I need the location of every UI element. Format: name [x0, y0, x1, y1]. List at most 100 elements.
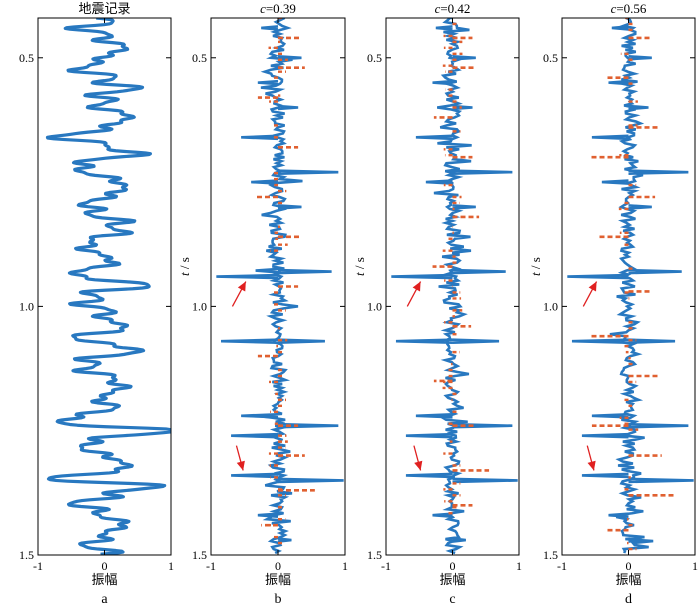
panel-letter: d [625, 592, 632, 607]
reflectivity-spike [591, 134, 629, 141]
x-tick-label: 1 [342, 559, 348, 573]
reflectivity-spike [571, 338, 629, 344]
y-tick-label: 1.5 [543, 548, 558, 562]
reflectivity-spike [277, 169, 339, 175]
arrow-head-icon [412, 281, 421, 292]
reflectivity-spike [452, 104, 473, 111]
reflectivity-spike [216, 273, 279, 280]
plot-area [567, 18, 694, 554]
reflectivity-spike [608, 512, 629, 519]
panel-letter: c [449, 592, 455, 607]
panel-title: c=0.42 [435, 1, 471, 16]
reflectivity-spike [601, 179, 629, 185]
y-tick-label: 1.0 [367, 299, 382, 313]
y-tick-label: 1.0 [543, 299, 558, 313]
x-axis-label: 振幅 [439, 572, 465, 587]
reflectivity-spike [257, 79, 279, 86]
reflectivity-spike [452, 169, 513, 175]
reflectivity-spike [432, 512, 453, 519]
x-tick-label: 1 [168, 559, 174, 573]
x-tick-label: 0 [275, 559, 281, 573]
reflectivity-spike [581, 432, 629, 439]
y-axis-label: t / s [528, 257, 543, 276]
y-axis-label: t / s [177, 257, 192, 276]
arrow-head-icon [237, 281, 246, 292]
reflectivity-spike [628, 422, 689, 429]
reflectivity-spike [628, 169, 689, 175]
reflectivity-spike [405, 472, 453, 479]
arrow-head-icon [236, 460, 245, 471]
reflectivity-spike [251, 179, 279, 185]
reflectivity-spike [452, 537, 466, 543]
reflectivity-spike [611, 25, 629, 31]
reflectivity-spike [231, 472, 279, 479]
x-tick-label: 0 [102, 559, 108, 573]
plot-area [45, 18, 171, 555]
panel-d: -1 0 1 0.5 1.0 1.5 c=0.56 t / s 振幅 d [528, 1, 698, 607]
reflectivity-spike [277, 204, 302, 210]
x-tick-label: 1 [516, 559, 522, 573]
x-tick-label: -1 [33, 559, 43, 573]
reflectivity-spike [628, 204, 652, 210]
reflectivity-spike [261, 25, 279, 31]
reflectivity-spike [435, 25, 453, 31]
reflectivity-spike [452, 477, 518, 484]
x-tick-label: 0 [626, 559, 632, 573]
reflectivity-spike [591, 412, 629, 419]
reflectivity-spike [277, 268, 332, 275]
x-axis-label: 振幅 [615, 572, 641, 587]
reflectivity-spike [415, 134, 453, 141]
panel-title: c=0.56 [611, 1, 647, 16]
y-tick-label: 1.0 [192, 299, 207, 313]
reflectivity-spike [628, 104, 649, 111]
reflectivity-spike [628, 477, 694, 484]
x-tick-label: -1 [381, 559, 391, 573]
reflectivity-spike [241, 412, 279, 419]
reflectivity-spike [452, 204, 476, 210]
y-tick-label: 0.5 [19, 51, 34, 65]
y-tick-label: 1.5 [367, 548, 382, 562]
reflectivity-spike [221, 338, 279, 344]
trace-line [609, 18, 654, 554]
annotation-arrows [582, 281, 598, 471]
reflectivity-spike [608, 79, 629, 86]
reflectivity-spike [628, 338, 676, 344]
y-tick-label: 1.0 [19, 299, 34, 313]
panel-b: -1 0 1 0.5 1.0 1.5 c=0.39 t / s 振幅 b [177, 1, 348, 607]
arrow-head-icon [588, 281, 597, 292]
reflectivity-spike [452, 54, 476, 61]
reflectivity-spike [395, 338, 453, 344]
x-tick-label: 1 [692, 559, 698, 573]
reflectivity-spike [405, 432, 453, 439]
y-tick-label: 1.5 [19, 548, 34, 562]
reflectivity-spike [277, 104, 299, 111]
reflectivity-spike [628, 54, 652, 61]
y-axis-label: t / s [352, 257, 367, 276]
reflectivity-spike [277, 338, 325, 344]
plot-area [216, 18, 344, 555]
annotation-arrows [406, 281, 423, 471]
reflectivity-spike [452, 338, 500, 344]
panel-title: 地震记录 [78, 1, 130, 16]
y-tick-label: 1.5 [192, 548, 207, 562]
panel-title: c=0.39 [260, 1, 296, 16]
panel-c: -1 0 1 0.5 1.0 1.5 c=0.42 t / s 振幅 c [352, 1, 522, 607]
y-tick-label: 0.5 [367, 51, 382, 65]
reflectivity-spike [277, 537, 292, 543]
plot-area [391, 18, 518, 555]
reflectivity-spike [231, 432, 279, 439]
reflectivity-spike [581, 472, 629, 479]
reflectivity-spike [415, 412, 453, 419]
panel-letter: b [275, 592, 282, 607]
reflectivity-spike [628, 537, 642, 543]
y-tick-label: 0.5 [543, 51, 558, 65]
arrow-head-icon [414, 460, 423, 471]
x-tick-label: -1 [206, 559, 216, 573]
panel-letter: a [101, 592, 108, 607]
reflectivity-spike [452, 268, 506, 275]
reflectivity-spike [432, 79, 453, 86]
reflectivity-spike [257, 512, 279, 519]
reflectivity-spike [391, 273, 453, 280]
